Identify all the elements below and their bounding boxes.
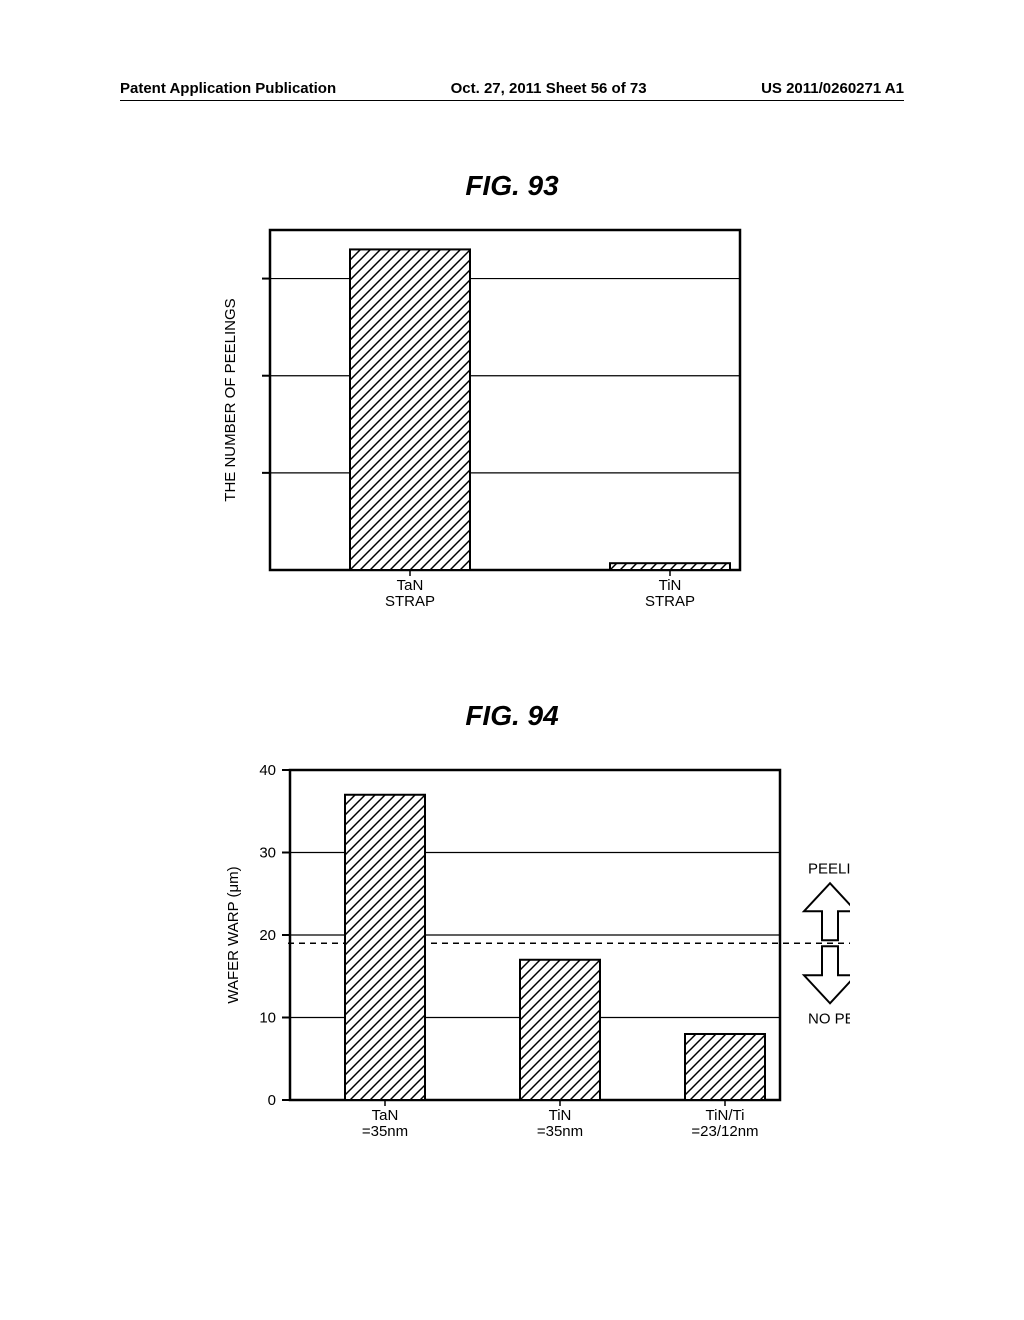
svg-text:PEELING: PEELING: [808, 860, 850, 877]
svg-text:STRAP: STRAP: [645, 593, 695, 610]
fig94-chart: 010203040TaN=35nmTiN=35nmTiN/Ti=23/12nmP…: [210, 760, 850, 1200]
svg-text:=35nm: =35nm: [537, 1123, 583, 1140]
svg-text:NO PEELING: NO PEELING: [808, 1010, 850, 1027]
header-left: Patent Application Publication: [120, 80, 336, 97]
fig93-title: FIG. 93: [0, 170, 1024, 202]
svg-text:=23/12nm: =23/12nm: [691, 1123, 758, 1140]
svg-text:=35nm: =35nm: [362, 1123, 408, 1140]
svg-text:TaN: TaN: [397, 577, 424, 594]
svg-text:TaN: TaN: [372, 1107, 399, 1124]
svg-text:20: 20: [259, 927, 276, 944]
header-right: US 2011/0260271 A1: [761, 80, 904, 97]
header-middle: Oct. 27, 2011 Sheet 56 of 73: [451, 80, 647, 97]
svg-text:0: 0: [268, 1092, 276, 1109]
svg-text:TiN/Ti: TiN/Ti: [706, 1107, 745, 1124]
svg-text:THE NUMBER OF PEELINGS: THE NUMBER OF PEELINGS: [222, 298, 239, 501]
svg-text:10: 10: [259, 1010, 276, 1027]
header-divider: [120, 100, 904, 101]
svg-text:TiN: TiN: [659, 577, 682, 594]
fig94-title: FIG. 94: [0, 700, 1024, 732]
svg-text:STRAP: STRAP: [385, 593, 435, 610]
fig93-chart: TaNSTRAPTiNSTRAPTHE NUMBER OF PEELINGS: [210, 220, 770, 640]
page-header: Patent Application Publication Oct. 27, …: [0, 80, 1024, 97]
svg-text:40: 40: [259, 762, 276, 779]
svg-text:TiN: TiN: [549, 1107, 572, 1124]
svg-text:30: 30: [259, 845, 276, 862]
svg-text:WAFER WARP (μm): WAFER WARP (μm): [225, 866, 242, 1003]
